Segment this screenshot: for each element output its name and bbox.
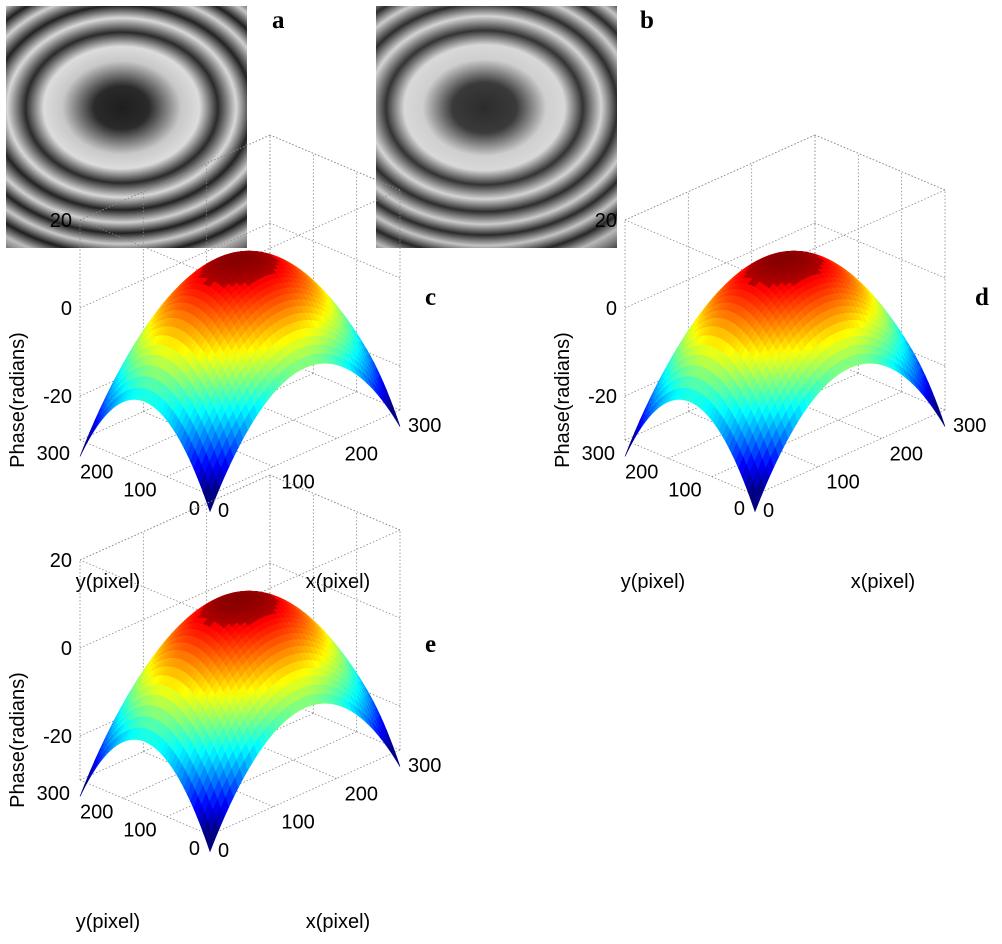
fringe-pattern-a [6,6,247,248]
y-tick-label: 0 [189,838,200,860]
y-tick-label: 200 [80,461,113,483]
x-tick-label: 200 [345,783,378,805]
y-tick-label: 100 [123,820,156,842]
z-tick-label: -20 [43,726,72,748]
z-tick-label: 0 [61,298,72,320]
y-axis-label: y(pixel) [76,911,140,933]
x-axis-label: x(pixel) [306,911,370,933]
y-tick-label: 0 [189,498,200,520]
phase-surface [624,250,946,513]
z-tick-label: 20 [50,210,72,232]
y-tick-label: 200 [80,801,113,823]
surface-plot-d: -2002001002003000100200300Phase(radians)… [552,134,986,593]
z-axis-label: Phase(radians) [7,332,29,468]
y-tick-label: 300 [582,443,615,465]
y-tick-label: 300 [37,783,70,805]
x-tick-label: 300 [953,415,986,437]
y-tick-label: 100 [668,480,701,502]
x-tick-label: 300 [408,755,441,777]
fringe-image-a [6,6,247,248]
x-tick-label: 300 [408,415,441,437]
y-axis-label: y(pixel) [76,571,140,593]
y-tick-label: 200 [625,461,658,483]
z-tick-label: 20 [50,550,72,572]
panel-label-b: b [640,7,654,34]
x-tick-label: 200 [890,443,923,465]
phase-surface [79,250,401,513]
surface-plot-e: -2002001002003000100200300Phase(radians)… [7,474,441,933]
fringe-pattern-b [376,6,617,248]
fringe-image-b [376,6,617,248]
x-tick-label: 200 [345,443,378,465]
x-tick-label: 0 [218,840,229,862]
z-tick-label: 20 [595,210,617,232]
z-tick-label: 0 [61,638,72,660]
z-tick-label: -20 [588,386,617,408]
z-axis-label: Phase(radians) [552,332,574,468]
phase-surface [79,590,401,853]
x-tick-label: 100 [281,812,314,834]
x-tick-label: 0 [763,500,774,522]
surface-plot-c: -2002001002003000100200300Phase(radians)… [7,134,441,593]
panel-label-c: c [425,284,437,311]
y-tick-label: 0 [734,498,745,520]
panel-label-e: e [425,631,437,658]
y-tick-label: 300 [37,443,70,465]
y-tick-label: 100 [123,480,156,502]
panel-label-a: a [272,7,285,34]
z-axis-label: Phase(radians) [7,672,29,808]
x-tick-label: 0 [218,500,229,522]
y-axis-label: y(pixel) [621,571,685,593]
z-tick-label: 0 [606,298,617,320]
x-axis-label: x(pixel) [306,571,370,593]
x-tick-label: 100 [281,472,314,494]
z-tick-label: -20 [43,386,72,408]
x-tick-label: 100 [826,472,859,494]
panel-label-d: d [975,284,989,311]
x-axis-label: x(pixel) [851,571,915,593]
